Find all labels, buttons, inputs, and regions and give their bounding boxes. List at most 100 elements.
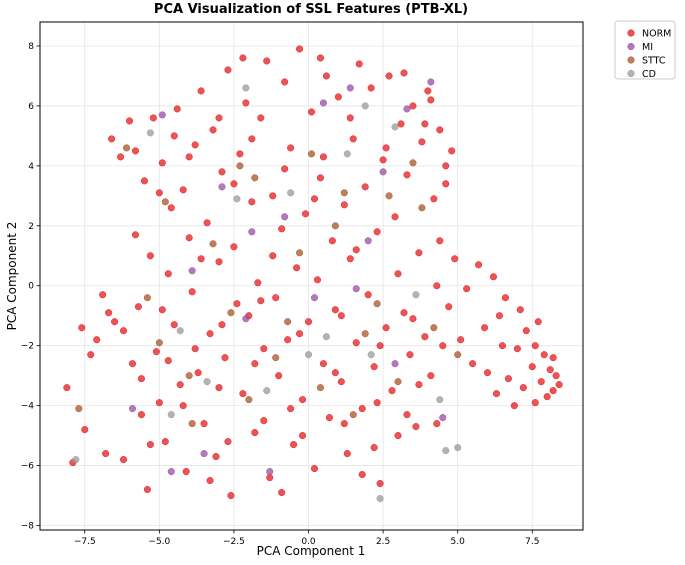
data-point-sttc [245, 396, 253, 404]
data-point-sttc [307, 150, 316, 158]
data-point-norm [421, 333, 429, 341]
data-point-sttc [143, 294, 151, 302]
data-point-mi [167, 468, 175, 476]
x-tick-label: −2.5 [223, 537, 245, 547]
data-point-sttc [385, 192, 393, 200]
y-tick-label: −2 [21, 342, 34, 352]
legend-label-sttc: STTC [642, 56, 666, 67]
data-point-norm [185, 234, 193, 242]
data-point-mi [379, 168, 387, 176]
data-point-norm [287, 405, 295, 413]
data-point-norm [281, 165, 289, 173]
data-point-mi [352, 285, 360, 293]
data-point-norm [433, 282, 441, 290]
data-point-sttc [188, 420, 196, 428]
data-point-norm [540, 351, 548, 359]
x-tick-label: 7.5 [525, 537, 539, 547]
data-point-cd [72, 456, 80, 464]
data-point-norm [382, 144, 390, 152]
data-point-norm [358, 405, 366, 413]
data-point-norm [534, 318, 542, 326]
data-point-norm [185, 153, 193, 161]
data-point-norm [513, 345, 521, 353]
data-point-norm [296, 45, 304, 53]
data-point-norm [125, 117, 134, 125]
data-point-norm [155, 189, 163, 197]
data-point-mi [346, 84, 354, 92]
data-point-norm [549, 387, 557, 395]
data-point-sttc [227, 309, 235, 317]
data-point-norm [415, 249, 423, 257]
data-point-norm [397, 120, 405, 128]
data-point-norm [191, 141, 199, 149]
data-point-norm [164, 270, 172, 278]
legend-marker-sttc [627, 56, 635, 64]
data-point-sttc [122, 144, 131, 152]
data-point-norm [248, 198, 256, 206]
data-point-norm [257, 297, 265, 305]
data-point-norm [427, 372, 435, 380]
data-point-norm [203, 219, 211, 227]
data-point-norm [194, 369, 202, 377]
data-point-norm [140, 177, 148, 185]
series-norm [63, 45, 563, 500]
data-point-mi [266, 468, 274, 476]
data-point-sttc [373, 300, 381, 308]
data-point-mi [427, 78, 435, 86]
data-point-sttc [161, 198, 169, 206]
data-point-norm [227, 491, 235, 500]
data-point-sttc [409, 159, 417, 167]
data-point-norm [164, 357, 172, 365]
plot-area-background [40, 22, 583, 530]
data-point-norm [504, 375, 512, 383]
data-point-norm [400, 69, 408, 77]
data-point-norm [394, 432, 402, 440]
data-point-norm [463, 285, 471, 293]
y-tick-label: 6 [28, 102, 34, 112]
series-mi [128, 78, 447, 476]
data-point-norm [403, 411, 411, 419]
data-point-norm [170, 132, 178, 140]
data-point-cd [454, 444, 462, 452]
data-point-norm [63, 384, 71, 392]
data-point-norm [549, 354, 557, 362]
data-point-norm [119, 327, 128, 335]
data-point-norm [394, 270, 402, 278]
data-point-norm [346, 114, 354, 122]
data-point-norm [421, 120, 429, 128]
data-point-norm [215, 384, 223, 392]
data-point-sttc [361, 330, 369, 338]
data-point-norm [436, 237, 444, 245]
data-point-norm [331, 369, 339, 377]
data-point-norm [257, 114, 265, 122]
data-point-cd [304, 351, 313, 359]
data-point-norm [230, 180, 238, 188]
legend: NORM MI STTC CD [614, 20, 676, 80]
data-point-norm [152, 348, 160, 356]
data-point-cd [287, 189, 295, 197]
data-point-norm [284, 336, 292, 344]
y-tick-label: −8 [21, 522, 35, 532]
data-point-norm [161, 438, 169, 446]
data-point-norm [322, 72, 330, 80]
data-point-mi [188, 267, 196, 275]
data-point-sttc [394, 378, 402, 386]
data-point-norm [418, 138, 426, 146]
data-point-norm [248, 135, 256, 143]
data-point-norm [170, 321, 178, 329]
data-point-cd [176, 327, 184, 335]
data-point-norm [182, 468, 190, 476]
data-point-norm [546, 366, 554, 374]
data-point-norm [310, 465, 319, 473]
y-tick-label: −6 [21, 462, 35, 472]
data-point-norm [143, 485, 151, 494]
data-point-sttc [185, 372, 193, 380]
data-point-norm [412, 423, 420, 431]
data-point-sttc [454, 351, 462, 359]
data-point-norm [442, 162, 450, 170]
legend-marker-norm [627, 29, 635, 37]
y-axis-title: PCA Component 2 [5, 222, 19, 331]
data-point-cd [436, 396, 444, 404]
data-point-norm [385, 72, 393, 80]
data-point-norm [337, 312, 345, 320]
